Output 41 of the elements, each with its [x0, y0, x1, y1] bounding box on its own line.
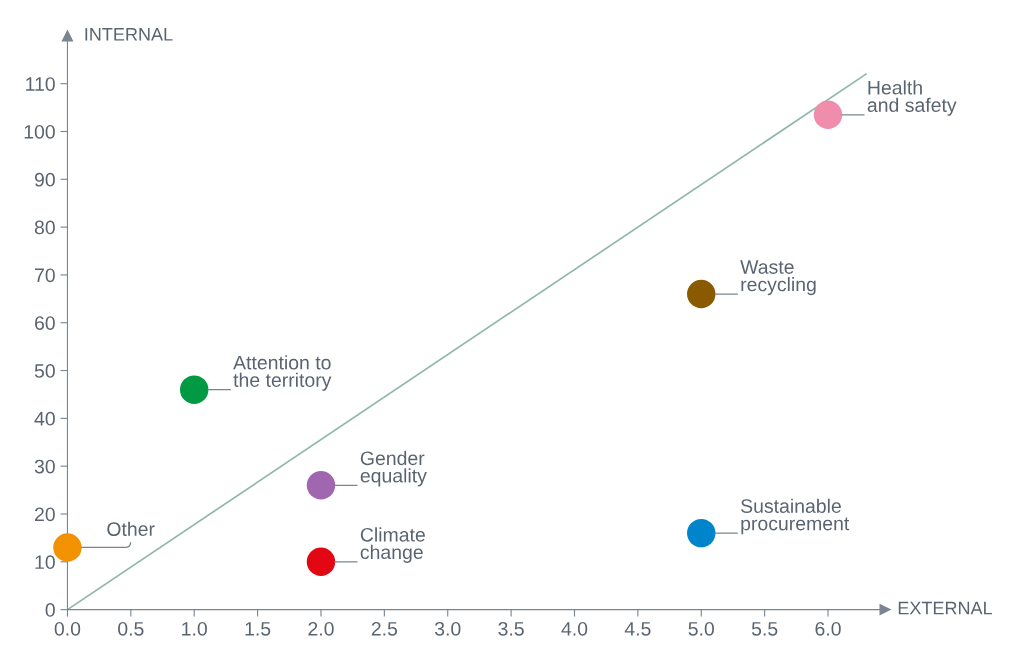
y-tick-label: 80 [34, 220, 55, 235]
point [179, 375, 209, 404]
point [53, 533, 82, 562]
x-tick-label: 1.0 [182, 621, 207, 636]
x-tick-label: 2.5 [371, 621, 398, 636]
y-tick-label: 100 [24, 124, 55, 139]
annotation: Climate change [360, 527, 425, 563]
x-tick-label: 3.5 [498, 621, 524, 636]
x-tick-label: 4.5 [624, 622, 651, 636]
x-tick-label: 3.0 [434, 621, 461, 636]
y-tick-label: 60 [35, 316, 55, 330]
y-tick-label: 30 [34, 459, 55, 474]
point [687, 518, 716, 548]
annotation: Gender equality [360, 450, 427, 487]
x-tick-label: 4.0 [561, 621, 588, 636]
point [306, 471, 336, 500]
y-tick-label: 40 [34, 411, 55, 426]
point [306, 547, 336, 577]
y-tick-label: 10 [35, 555, 55, 570]
x-tick-label: 5.0 [688, 621, 715, 636]
y-tick-label: 110 [26, 77, 55, 91]
y-tick-label: 70 [35, 268, 55, 283]
x-tick-label: 0.5 [118, 621, 144, 636]
annotation: Waste recycling [740, 260, 816, 296]
x-tick-label: 2.0 [308, 621, 334, 636]
y-tick-label: 20 [35, 507, 55, 522]
x-tick-label: 1.5 [245, 622, 271, 636]
annotation: Other [107, 521, 155, 537]
annotation: Health and safety [867, 80, 957, 116]
x-axis-title: EXTERNAL [898, 601, 993, 615]
y-tick-label: 90 [34, 172, 55, 187]
point [813, 100, 843, 129]
y-axis-title: INTERNAL [85, 28, 173, 41]
y-tick-label: 50 [34, 364, 55, 378]
x-tick-label: 0.0 [54, 621, 81, 636]
x-tick-label: 5.5 [751, 622, 778, 636]
point [687, 279, 716, 309]
annotation: Attention to the territory [233, 355, 332, 391]
y-tick-label: 0 [45, 603, 55, 617]
annotation: Sustainable procurement [741, 498, 850, 535]
x-tick-label: 6.0 [815, 621, 841, 636]
